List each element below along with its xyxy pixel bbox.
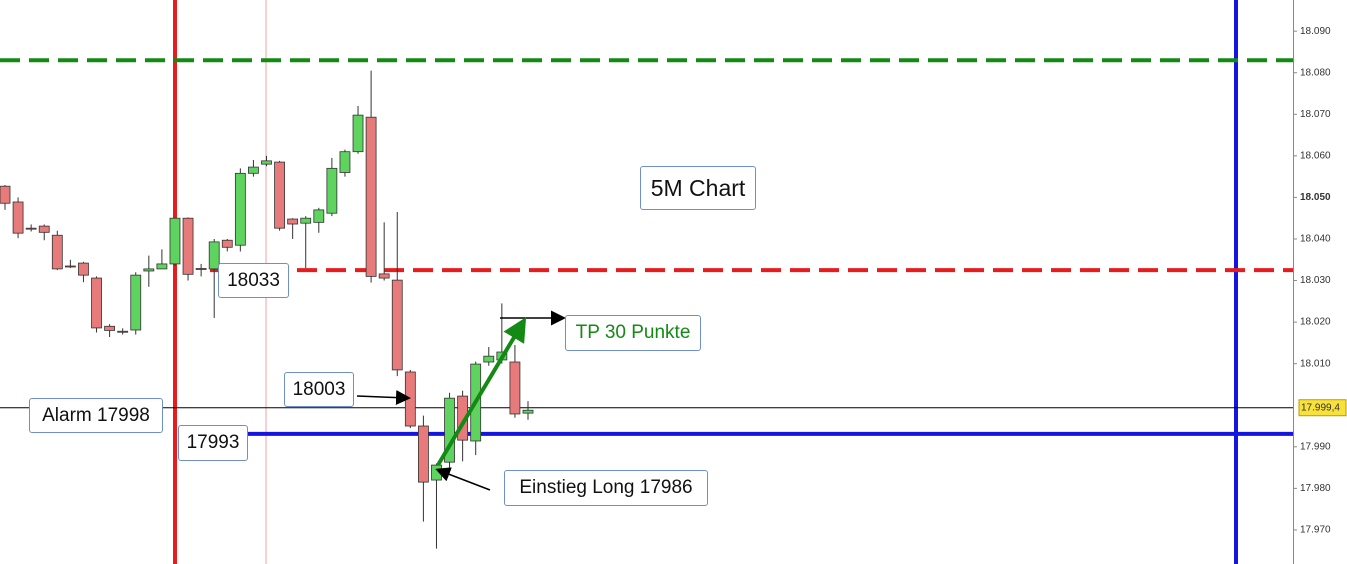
candle-body — [326, 167, 338, 214]
arrow — [435, 467, 491, 491]
candle-body — [274, 161, 285, 229]
annotation: TP 30 Punkte — [565, 315, 701, 351]
y-tick-label: 18.080 — [1300, 67, 1331, 78]
candle-body — [248, 166, 259, 174]
candle-body — [221, 239, 233, 248]
candle-body — [483, 355, 495, 363]
candle-body — [78, 262, 89, 276]
arrow — [356, 390, 411, 406]
candle-body — [38, 225, 50, 233]
candle-body — [365, 116, 377, 277]
y-tick-label: 17.990 — [1300, 441, 1331, 452]
candle-body — [0, 185, 11, 204]
candle-body — [104, 325, 115, 331]
candle-body — [234, 172, 246, 246]
candle-body — [12, 201, 24, 234]
annotation: 5M Chart — [640, 166, 756, 210]
last-price-label: 17.999,4 — [1301, 402, 1340, 413]
candle-body — [91, 277, 102, 329]
candle-body — [51, 234, 63, 270]
annotation: 18033 — [218, 263, 289, 298]
candle-body — [509, 361, 521, 415]
y-tick-label: 18.020 — [1300, 317, 1331, 328]
y-tick-label: 18.060 — [1300, 150, 1331, 161]
candle-body — [208, 241, 220, 270]
candle-body — [130, 274, 142, 331]
candle-body — [417, 425, 429, 483]
candle-body — [261, 160, 272, 165]
candle-body — [156, 263, 168, 270]
y-tick-label: 17.970 — [1300, 525, 1331, 536]
annotation: 17993 — [178, 425, 248, 461]
candle-body — [431, 464, 442, 481]
candle-body — [195, 268, 207, 270]
candle-body — [64, 265, 76, 268]
candle-body — [522, 409, 534, 414]
candle-body — [287, 218, 299, 225]
y-tick-label: 18.030 — [1300, 275, 1331, 286]
candle-body — [169, 217, 181, 265]
candle-body — [339, 151, 351, 173]
candle-body — [25, 227, 37, 230]
candle-body — [444, 397, 455, 463]
annotation: Einstieg Long 17986 — [504, 470, 708, 506]
candle-body — [182, 217, 194, 275]
candle-body — [143, 268, 155, 272]
annotation: Alarm 17998 — [29, 398, 163, 433]
y-tick-label: 18.070 — [1300, 109, 1331, 120]
candle-body — [352, 114, 364, 153]
y-tick-label: 18.090 — [1300, 26, 1331, 37]
candle-body — [300, 217, 312, 224]
last-price-box — [1298, 399, 1347, 417]
candle-body — [117, 330, 129, 333]
candle-body — [378, 273, 390, 279]
arrow — [436, 317, 527, 467]
y-tick-label: 18.010 — [1300, 358, 1331, 369]
candle-body — [391, 279, 403, 371]
candle-body — [404, 371, 416, 427]
y-tick-label: 18.050 — [1300, 192, 1331, 203]
candle-body — [313, 209, 325, 223]
y-tick-label: 17.980 — [1300, 483, 1331, 494]
annotation: 18003 — [284, 372, 354, 407]
y-tick-label: 18.040 — [1300, 234, 1331, 245]
